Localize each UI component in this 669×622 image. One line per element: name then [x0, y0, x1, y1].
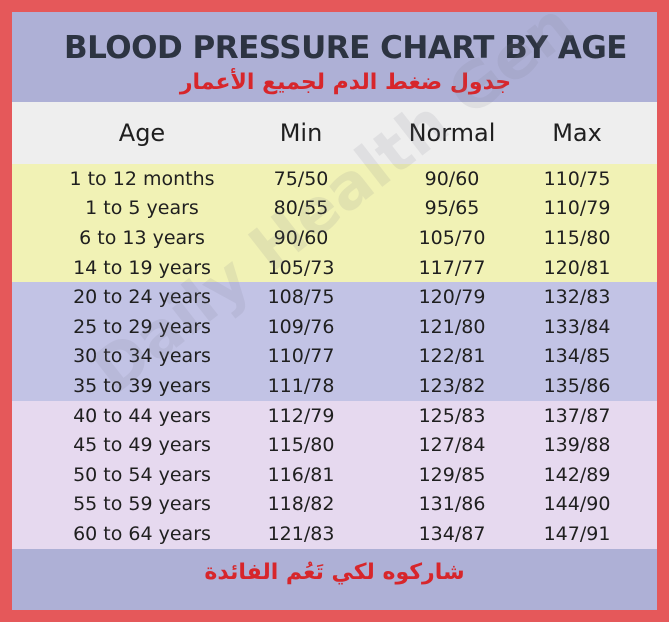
cell-max: 137/87	[543, 404, 611, 427]
arabic-subtitle: جدول ضغط الدم لجميع الأعمار	[179, 70, 512, 95]
cell-age: 50 to 54 years	[73, 463, 211, 486]
table-row: 6 to 13 years 90/60 105/70 115/80	[12, 223, 657, 253]
cell-max: 135/86	[543, 374, 611, 397]
cell-normal: 95/65	[424, 197, 480, 220]
cell-max: 115/80	[543, 226, 611, 249]
table-row: 35 to 39 years 111/78 123/82 135/86	[12, 371, 657, 401]
table-row: 1 to 5 years 80/55 95/65 110/79	[12, 193, 657, 224]
table-row: 60 to 64 years 121/83 134/87 147/91	[12, 519, 657, 549]
table-row: 20 to 24 years 108/75 120/79 132/83	[12, 282, 657, 312]
cell-min: 121/83	[267, 522, 335, 545]
cell-max: 139/88	[543, 434, 611, 457]
table-row: 30 to 34 years 110/77 122/81 134/85	[12, 341, 657, 372]
chart-panel: BLOOD PRESSURE CHART BY AGE جدول ضغط الد…	[12, 0, 657, 610]
cell-normal: 127/84	[418, 434, 486, 457]
cell-min: 110/77	[267, 345, 335, 368]
table-row: 14 to 19 years 105/73 117/77 120/81	[12, 252, 657, 283]
cell-min: 118/82	[267, 493, 335, 516]
cell-min: 108/75	[267, 286, 335, 309]
cell-max: 110/79	[543, 197, 611, 220]
table-row: 25 to 29 years 109/76 121/80 133/84	[12, 312, 657, 342]
header-age: Age	[118, 119, 166, 147]
cell-normal: 131/86	[418, 493, 486, 516]
page-title: BLOOD PRESSURE CHART BY AGE	[64, 30, 627, 66]
cell-normal: 105/70	[418, 226, 486, 249]
cell-max: 110/75	[543, 167, 611, 190]
table-row: 50 to 54 years 116/81 129/85 142/89	[12, 460, 657, 490]
cell-age: 1 to 12 months	[69, 167, 215, 190]
cell-min: 105/73	[267, 256, 335, 279]
cell-normal: 122/81	[418, 345, 486, 368]
table-row: 45 to 49 years 115/80 127/84 139/88	[12, 430, 657, 460]
cell-min: 116/81	[267, 463, 335, 486]
cell-age: 20 to 24 years	[73, 286, 211, 309]
cell-normal: 134/87	[418, 522, 486, 545]
table-row: 55 to 59 years 118/82 131/86 144/90	[12, 489, 657, 520]
cell-max: 120/81	[543, 256, 611, 279]
cell-age: 35 to 39 years	[73, 374, 211, 397]
cell-age: 40 to 44 years	[73, 404, 211, 427]
table-row: 1 to 12 months 75/50 90/60 110/75	[12, 164, 657, 194]
cell-normal: 129/85	[418, 463, 486, 486]
cell-max: 144/90	[543, 493, 611, 516]
cell-age: 45 to 49 years	[73, 434, 211, 457]
cell-normal: 125/83	[418, 404, 486, 427]
cell-age: 60 to 64 years	[73, 522, 211, 545]
cell-age: 25 to 29 years	[73, 315, 211, 338]
cell-normal: 90/60	[424, 167, 480, 190]
cell-age: 55 to 59 years	[73, 493, 211, 516]
cell-normal: 117/77	[418, 256, 486, 279]
cell-max: 133/84	[543, 315, 611, 338]
cell-age: 1 to 5 years	[85, 197, 199, 220]
cell-max: 142/89	[543, 463, 611, 486]
cell-min: 112/79	[267, 404, 335, 427]
cell-normal: 123/82	[418, 374, 486, 397]
cell-min: 109/76	[267, 315, 335, 338]
header-normal: Normal	[408, 119, 496, 147]
cell-max: 147/91	[543, 522, 611, 545]
table-header: Age Min Normal Max	[12, 102, 657, 164]
cell-min: 90/60	[273, 226, 329, 249]
header-max: Max	[552, 119, 602, 147]
cell-min: 80/55	[273, 197, 329, 220]
cell-age: 6 to 13 years	[79, 226, 205, 249]
cell-normal: 120/79	[418, 286, 486, 309]
cell-max: 134/85	[543, 345, 611, 368]
cell-age: 30 to 34 years	[73, 345, 211, 368]
cell-max: 132/83	[543, 286, 611, 309]
cell-normal: 121/80	[418, 315, 486, 338]
arabic-footer: شاركوه لكي تَعُم الفائدة	[204, 560, 465, 585]
header-min: Min	[279, 119, 323, 147]
cell-age: 14 to 19 years	[73, 256, 211, 279]
cell-min: 115/80	[267, 434, 335, 457]
table-row: 40 to 44 years 112/79 125/83 137/87	[12, 400, 657, 431]
cell-min: 75/50	[273, 167, 329, 190]
cell-min: 111/78	[267, 374, 335, 397]
